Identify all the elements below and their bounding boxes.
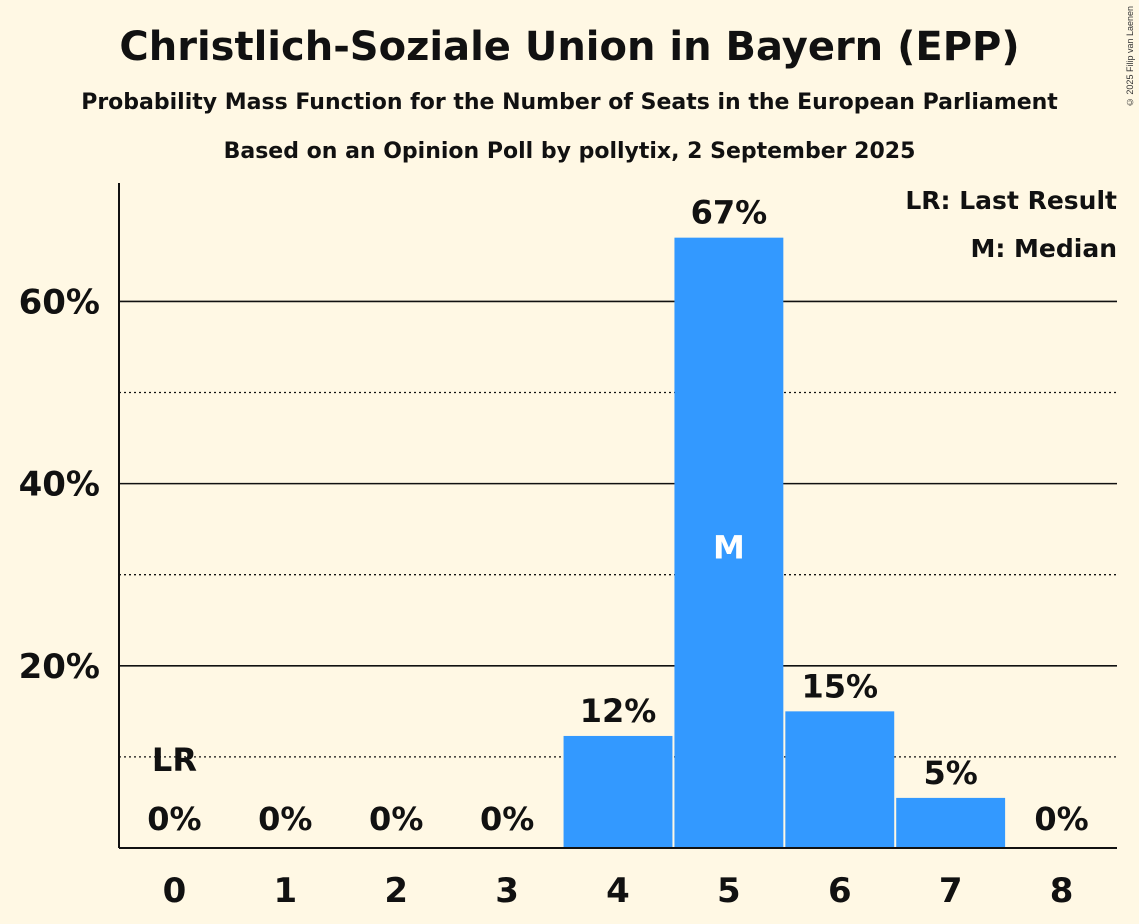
bars <box>563 237 1006 848</box>
legend: LR: Last Result M: Median <box>905 186 1117 263</box>
legend-median: M: Median <box>970 234 1117 263</box>
chart-title: Christlich-Soziale Union in Bayern (EPP) <box>119 24 1020 70</box>
x-tick-label: 0 <box>163 871 187 911</box>
x-tick-label: 7 <box>939 871 963 911</box>
data-labels: 0% LR 0% 0% 0% 12% 67% M 15% 5% 0% <box>147 194 1088 838</box>
chart-source-line: Based on an Opinion Poll by pollytix, 2 … <box>223 139 916 164</box>
x-tick-label: 2 <box>384 871 408 911</box>
value-label: 67% <box>691 194 768 232</box>
x-tick-label: 3 <box>495 871 519 911</box>
bar-seats-4 <box>563 735 673 848</box>
y-tick-label: 20% <box>19 647 100 687</box>
bar-seats-7 <box>896 797 1006 848</box>
y-tick-label: 60% <box>19 282 100 322</box>
gridlines <box>119 300 1117 758</box>
value-label: 0% <box>147 800 201 838</box>
value-label: 0% <box>480 800 534 838</box>
value-label: 15% <box>801 667 878 705</box>
x-tick-label: 8 <box>1050 871 1074 911</box>
x-tick-label: 1 <box>273 871 297 911</box>
chart-subtitle: Probability Mass Function for the Number… <box>81 90 1058 115</box>
value-label: 0% <box>1034 800 1088 838</box>
legend-last-result: LR: Last Result <box>905 186 1117 215</box>
last-result-marker: LR <box>152 741 197 779</box>
bar-seats-6 <box>785 711 895 848</box>
value-label: 0% <box>258 800 312 838</box>
value-label: 0% <box>369 800 423 838</box>
x-tick-label: 6 <box>828 871 852 911</box>
y-tick-label: 40% <box>19 465 100 505</box>
axes: 20% 40% 60% 0 1 2 3 4 5 6 7 8 <box>19 183 1117 911</box>
x-tick-label: 5 <box>717 871 741 911</box>
x-tick-label: 4 <box>606 871 630 911</box>
value-label: 5% <box>924 754 978 792</box>
median-marker: M <box>713 529 745 567</box>
bar-seats-5 <box>674 237 784 848</box>
value-label: 12% <box>580 692 657 730</box>
